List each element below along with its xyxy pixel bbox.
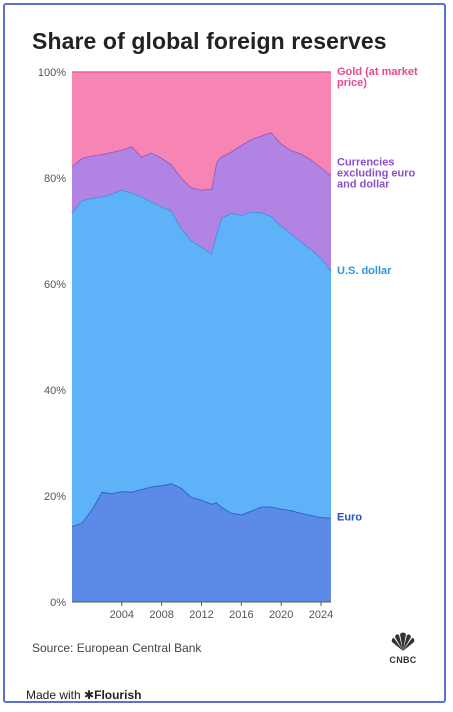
series-label-euro: Euro [337,512,362,524]
series-label-usd: U.S. dollar [337,265,392,277]
cnbc-logo: CNBC [385,632,421,665]
made-with-text: Made with [26,688,81,702]
footer-credit: Made with ✱Flourish [26,688,141,702]
cnbc-logo-text: CNBC [389,655,417,665]
flourish-star-icon: ✱ [84,688,95,702]
series-label-other: Currencies excluding euro and dollar [337,156,416,190]
area-euro [72,483,331,602]
y-tick-label: 20% [44,491,66,503]
area-layer [71,71,332,602]
series-label-line: Currencies [337,156,394,168]
y-tick-label: 60% [44,279,66,291]
chart-title: Share of global foreign reserves [32,28,387,54]
x-tick-label: 2012 [189,609,213,621]
y-tick-label: 80% [44,173,66,185]
series-label-line: excluding euro [337,167,416,179]
series-label-line: price) [337,77,367,89]
x-tick-label: 2008 [149,609,173,621]
series-label-line: Euro [337,512,362,524]
area-usd [72,189,331,527]
x-tick-label: 2004 [110,609,134,621]
source-note: Source: European Central Bank [32,641,202,655]
x-tick-label: 2020 [269,609,293,621]
area-other [72,132,331,271]
stacked-area-chart: 0% 20% 40% 60% 80% 100% 2004 2008 2012 2016 2020 20… [38,66,418,621]
series-label-line: U.S. dollar [337,265,392,277]
x-tick-label: 2016 [229,609,253,621]
x-tick-label: 2024 [309,609,333,621]
y-tick-label: 40% [44,385,66,397]
series-label-gold: Gold (at market price) [337,66,418,89]
y-tick-label: 100% [38,67,66,79]
area-gold [72,72,331,190]
peacock-icon [391,632,415,651]
series-label-line: and dollar [337,178,390,190]
series-label-layer: Euro U.S. dollar Currencies excluding euro a… [337,66,418,524]
axis-layer: 0% 20% 40% 60% 80% 100% 2004 2008 2012 2016 2020 20… [38,67,333,621]
y-tick-label: 0% [50,597,66,609]
series-label-line: Gold (at market [337,66,418,78]
flourish-brand: Flourish [94,688,142,702]
